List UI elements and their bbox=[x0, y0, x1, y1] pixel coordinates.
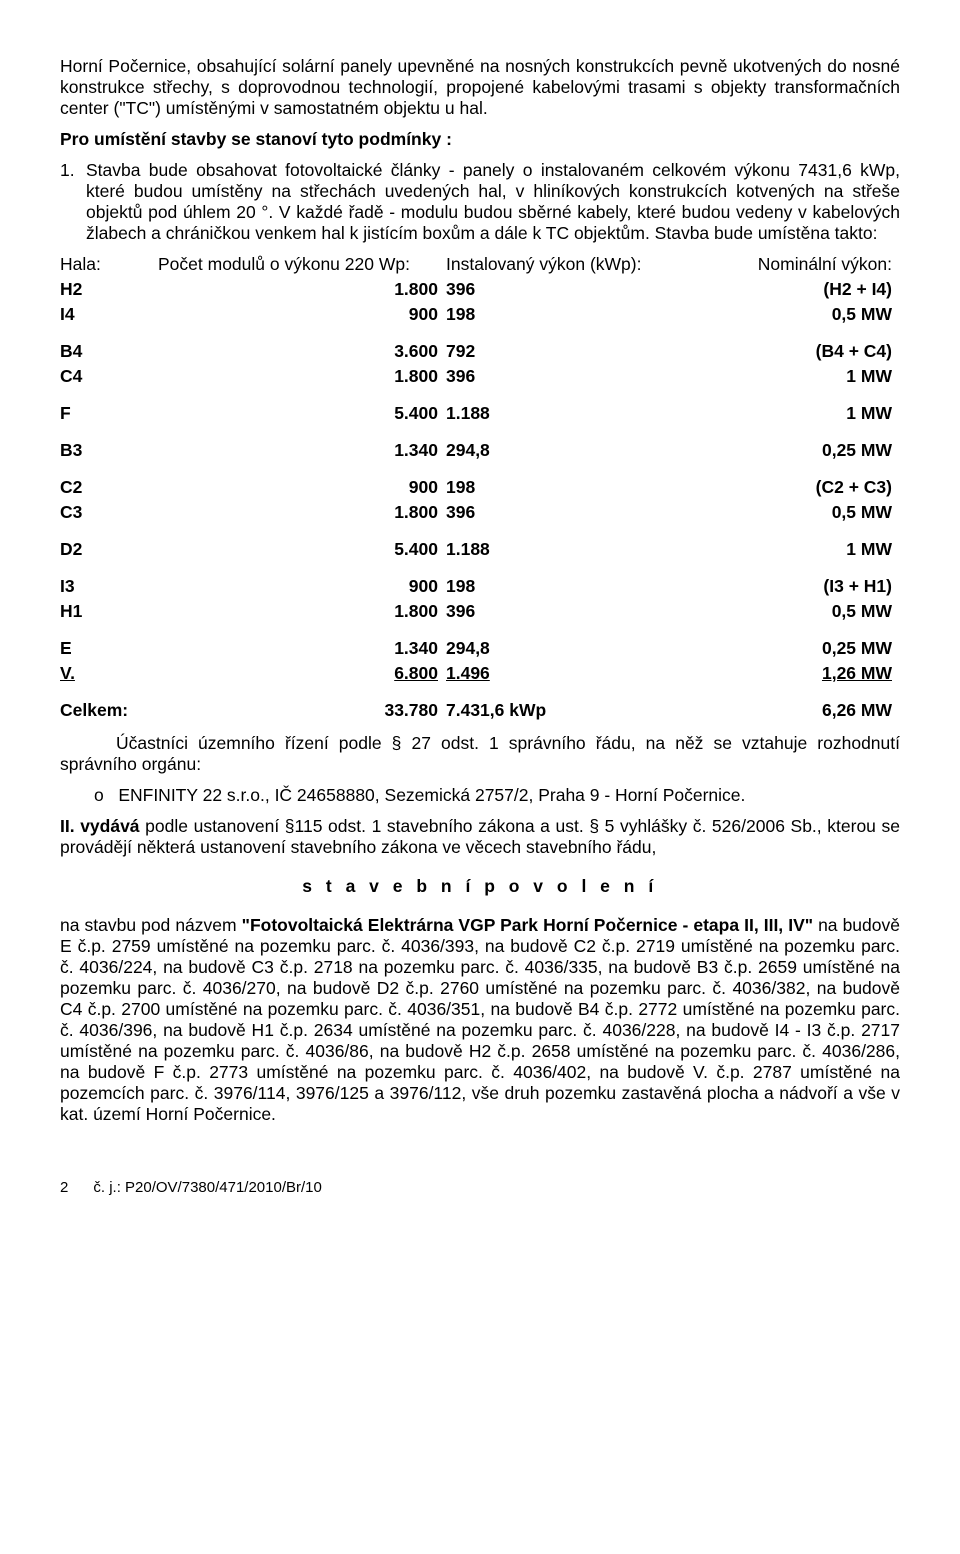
cell-hala: H2 bbox=[60, 277, 158, 302]
cell-power: 396 bbox=[446, 364, 654, 389]
cell-modules: 1.800 bbox=[158, 277, 446, 302]
cell-power: 1.188 bbox=[446, 401, 654, 426]
total-power: 7.431,6 kWp bbox=[446, 698, 654, 723]
main-paragraph: na stavbu pod názvem "Fotovoltaická Elek… bbox=[60, 915, 900, 1125]
cell-nominal: (I3 + H1) bbox=[654, 574, 900, 599]
cell-power: 396 bbox=[446, 277, 654, 302]
table-row: C31.8003960,5 MW bbox=[60, 500, 900, 525]
table-row: I3900198(I3 + H1) bbox=[60, 574, 900, 599]
cell-hala: C4 bbox=[60, 364, 158, 389]
main-post: na budově E č.p. 2759 umístěné na pozemk… bbox=[60, 915, 900, 1124]
cell-modules: 5.400 bbox=[158, 401, 446, 426]
cell-modules: 6.800 bbox=[158, 661, 446, 686]
table-row: F5.4001.1881 MW bbox=[60, 401, 900, 426]
cell-hala: I4 bbox=[60, 302, 158, 327]
cell-power: 294,8 bbox=[446, 438, 654, 463]
table-row: C2900198(C2 + C3) bbox=[60, 475, 900, 500]
table-header-row: Hala: Počet modulů o výkonu 220 Wp: Inst… bbox=[60, 252, 900, 277]
cell-power: 198 bbox=[446, 302, 654, 327]
cell-modules: 1.800 bbox=[158, 500, 446, 525]
module-table: Hala: Počet modulů o výkonu 220 Wp: Inst… bbox=[60, 252, 900, 723]
cell-modules: 1.800 bbox=[158, 364, 446, 389]
cell-hala: C2 bbox=[60, 475, 158, 500]
cell-nominal: 0,5 MW bbox=[654, 599, 900, 624]
cell-power: 1.496 bbox=[446, 661, 654, 686]
cell-modules: 5.400 bbox=[158, 537, 446, 562]
permit-title: s t a v e b n í p o v o l e n í bbox=[60, 876, 900, 897]
main-strong: "Fotovoltaická Elektrárna VGP Park Horní… bbox=[242, 915, 818, 935]
cell-power: 792 bbox=[446, 339, 654, 364]
cell-nominal: (C2 + C3) bbox=[654, 475, 900, 500]
cell-nominal: 0,25 MW bbox=[654, 636, 900, 661]
cell-hala: V. bbox=[60, 661, 158, 686]
cell-nominal: 0,25 MW bbox=[654, 438, 900, 463]
table-row: E1.340294,80,25 MW bbox=[60, 636, 900, 661]
cell-power: 396 bbox=[446, 500, 654, 525]
condition-1: 1. Stavba bude obsahovat fotovoltaické č… bbox=[60, 160, 900, 244]
table-row: V.6.8001.4961,26 MW bbox=[60, 661, 900, 686]
condition-1-text: Stavba bude obsahovat fotovoltaické člán… bbox=[86, 160, 900, 244]
cell-power: 1.188 bbox=[446, 537, 654, 562]
hdr-hala: Hala: bbox=[60, 252, 158, 277]
cell-nominal: 0,5 MW bbox=[654, 500, 900, 525]
cell-nominal: 1 MW bbox=[654, 537, 900, 562]
hdr-modules: Počet modulů o výkonu 220 Wp: bbox=[158, 252, 446, 277]
section-ii-rest: podle ustanovení §115 odst. 1 stavebního… bbox=[60, 816, 900, 857]
table-row: I49001980,5 MW bbox=[60, 302, 900, 327]
cell-modules: 900 bbox=[158, 302, 446, 327]
cell-nominal: 1 MW bbox=[654, 401, 900, 426]
cell-nominal: 1,26 MW bbox=[654, 661, 900, 686]
main-pre: na stavbu pod názvem bbox=[60, 915, 242, 935]
cell-modules: 1.340 bbox=[158, 636, 446, 661]
total-label: Celkem: bbox=[60, 698, 158, 723]
cell-nominal: 0,5 MW bbox=[654, 302, 900, 327]
table-row: D25.4001.1881 MW bbox=[60, 537, 900, 562]
cell-modules: 1.800 bbox=[158, 599, 446, 624]
footer-case-number: č. j.: P20/OV/7380/471/2010/Br/10 bbox=[93, 1179, 322, 1196]
cell-power: 396 bbox=[446, 599, 654, 624]
condition-1-number: 1. bbox=[60, 160, 86, 244]
hdr-nominal: Nominální výkon: bbox=[654, 252, 900, 277]
cell-power: 198 bbox=[446, 475, 654, 500]
table-row: H21.800396(H2 + I4) bbox=[60, 277, 900, 302]
cell-nominal: (B4 + C4) bbox=[654, 339, 900, 364]
hdr-power: Instalovaný výkon (kWp): bbox=[446, 252, 654, 277]
table-row: H11.8003960,5 MW bbox=[60, 599, 900, 624]
cell-hala: D2 bbox=[60, 537, 158, 562]
cell-modules: 900 bbox=[158, 475, 446, 500]
participant-item: o ENFINITY 22 s.r.o., IČ 24658880, Sezem… bbox=[116, 785, 900, 806]
section-ii: II. vydává podle ustanovení §115 odst. 1… bbox=[60, 816, 900, 858]
footer-page-number: 2 bbox=[60, 1179, 68, 1196]
cell-modules: 3.600 bbox=[158, 339, 446, 364]
cell-nominal: (H2 + I4) bbox=[654, 277, 900, 302]
cell-modules: 1.340 bbox=[158, 438, 446, 463]
conditions-title: Pro umístění stavby se stanoví tyto podm… bbox=[60, 129, 900, 150]
total-nominal: 6,26 MW bbox=[654, 698, 900, 723]
cell-hala: E bbox=[60, 636, 158, 661]
page-footer: 2 č. j.: P20/OV/7380/471/2010/Br/10 bbox=[60, 1179, 900, 1197]
cell-modules: 900 bbox=[158, 574, 446, 599]
cell-power: 294,8 bbox=[446, 636, 654, 661]
participants-intro: Účastníci územního řízení podle § 27 ods… bbox=[60, 733, 900, 775]
table-row: B31.340294,80,25 MW bbox=[60, 438, 900, 463]
table-total-row: Celkem: 33.780 7.431,6 kWp 6,26 MW bbox=[60, 698, 900, 723]
cell-hala: H1 bbox=[60, 599, 158, 624]
table-row: B43.600792(B4 + C4) bbox=[60, 339, 900, 364]
cell-hala: B3 bbox=[60, 438, 158, 463]
cell-hala: I3 bbox=[60, 574, 158, 599]
cell-hala: C3 bbox=[60, 500, 158, 525]
intro-paragraph: Horní Počernice, obsahující solární pane… bbox=[60, 56, 900, 119]
cell-nominal: 1 MW bbox=[654, 364, 900, 389]
section-ii-strong: II. vydává bbox=[60, 816, 145, 836]
cell-hala: F bbox=[60, 401, 158, 426]
table-row: C41.8003961 MW bbox=[60, 364, 900, 389]
cell-power: 198 bbox=[446, 574, 654, 599]
total-modules: 33.780 bbox=[158, 698, 446, 723]
cell-hala: B4 bbox=[60, 339, 158, 364]
